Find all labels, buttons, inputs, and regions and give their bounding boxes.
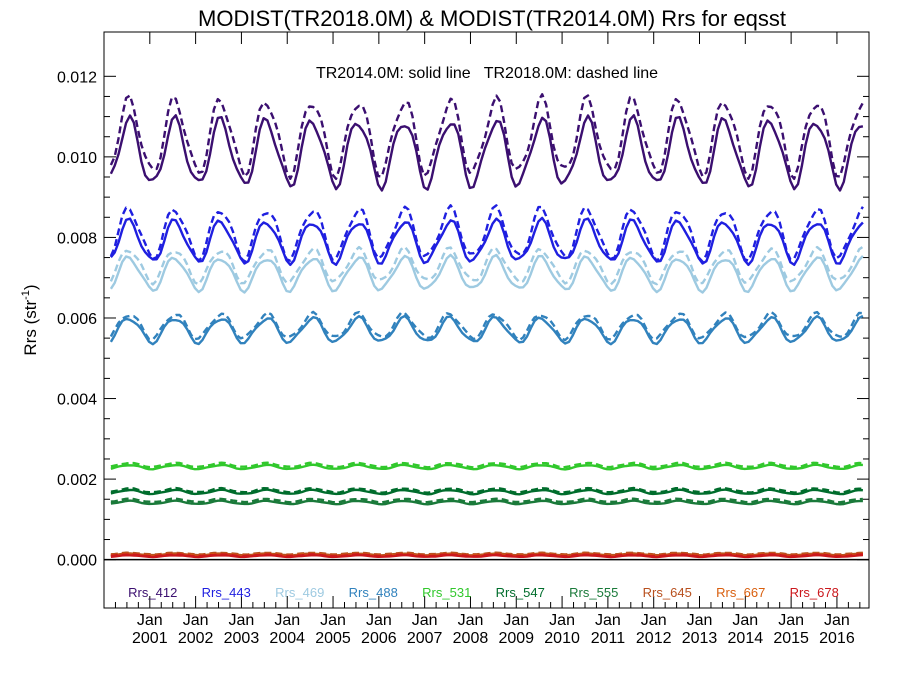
x-tick-month-label: Jan <box>366 612 392 629</box>
series-line-rrs_469-solid <box>109 253 864 294</box>
series-line-rrs_531-dashed <box>110 461 863 469</box>
x-tick-year-label: 2001 <box>132 630 168 647</box>
chart-subtitle: TR2014.0M: solid line TR2018.0M: dashed … <box>316 65 658 82</box>
x-tick-year-label: 2007 <box>407 630 443 647</box>
x-tick-year-label: 2016 <box>819 630 855 647</box>
series-line-rrs_488-solid <box>109 314 864 346</box>
y-tick-label: 0.000 <box>57 553 97 570</box>
y-ticks: 0.000 0.002 0.004 0.006 0.008 0.010 0.012 <box>57 69 869 570</box>
series-line-rrs_443-solid <box>109 216 864 266</box>
legend-item-rrs_678: Rrs_678 <box>790 585 839 600</box>
legend-item-rrs_443: Rrs_443 <box>202 585 251 600</box>
x-ticks: Jan2001Jan2002Jan2003Jan2004Jan2005Jan20… <box>114 32 861 647</box>
legend-item-rrs_469: Rrs_469 <box>275 585 324 600</box>
y-tick-label: 0.004 <box>57 392 97 409</box>
x-tick-month-label: Jan <box>229 612 255 629</box>
y-tick-label: 0.008 <box>57 230 97 247</box>
y-tick-label: 0.012 <box>57 69 97 86</box>
x-tick-month-label: Jan <box>732 612 758 629</box>
series-line-rrs_555-solid <box>110 499 863 506</box>
x-tick-year-label: 2015 <box>773 630 809 647</box>
series-line-rrs_469-dashed <box>109 245 864 286</box>
y-axis-label: Rrs (str-1) <box>20 284 40 355</box>
x-tick-year-label: 2004 <box>269 630 305 647</box>
x-tick-year-label: 2002 <box>178 630 214 647</box>
series-line-rrs_547-dashed <box>110 486 863 494</box>
y-axis-label-main: Rrs (str <box>21 300 40 356</box>
x-tick-month-label: Jan <box>412 612 438 629</box>
x-tick-year-label: 2005 <box>315 630 351 647</box>
legend-item-rrs_547: Rrs_547 <box>496 585 545 600</box>
x-tick-year-label: 2003 <box>224 630 260 647</box>
legend: Rrs_412 Rrs_443 Rrs_469 Rrs_488 Rrs_531 Rrs_5… <box>128 585 839 600</box>
x-tick-year-label: 2010 <box>544 630 580 647</box>
series-line-rrs_412-solid <box>109 114 864 192</box>
legend-item-rrs_555: Rrs_555 <box>569 585 618 600</box>
x-tick-month-label: Jan <box>824 612 850 629</box>
y-tick-label: 0.002 <box>57 472 97 489</box>
x-tick-year-label: 2012 <box>636 630 672 647</box>
svg-text:Rrs (str-1): Rrs (str-1) <box>20 284 40 355</box>
legend-item-rrs_412: Rrs_412 <box>128 585 177 600</box>
x-tick-month-label: Jan <box>183 612 209 629</box>
x-tick-month-label: Jan <box>595 612 621 629</box>
legend-item-rrs_667: Rrs_667 <box>716 585 765 600</box>
y-axis-label-sup: -1 <box>20 290 32 300</box>
x-tick-month-label: Jan <box>549 612 575 629</box>
x-tick-year-label: 2006 <box>361 630 397 647</box>
series-line-rrs_547-solid <box>110 488 863 496</box>
series-line-rrs_531-solid <box>110 463 863 471</box>
x-tick-month-label: Jan <box>503 612 529 629</box>
series-line-rrs_555-dashed <box>110 497 863 504</box>
series-line-rrs_412-dashed <box>109 93 864 181</box>
legend-item-rrs_488: Rrs_488 <box>349 585 398 600</box>
series-line-rrs_443-dashed <box>109 204 864 263</box>
x-tick-month-label: Jan <box>687 612 713 629</box>
x-tick-year-label: 2008 <box>453 630 489 647</box>
x-tick-year-label: 2014 <box>728 630 764 647</box>
y-tick-label: 0.006 <box>57 311 97 328</box>
legend-item-rrs_645: Rrs_645 <box>643 585 692 600</box>
chart-title: MODIST(TR2018.0M) & MODIST(TR2014.0M) Rr… <box>198 6 786 31</box>
series-line-rrs_678-dashed <box>110 553 863 558</box>
x-tick-year-label: 2011 <box>591 630 626 647</box>
x-tick-month-label: Jan <box>137 612 163 629</box>
x-tick-month-label: Jan <box>320 612 346 629</box>
x-tick-month-label: Jan <box>458 612 484 629</box>
legend-item-rrs_531: Rrs_531 <box>422 585 471 600</box>
x-tick-month-label: Jan <box>274 612 300 629</box>
x-tick-year-label: 2009 <box>498 630 534 647</box>
x-tick-month-label: Jan <box>641 612 667 629</box>
series-lines <box>109 93 864 559</box>
plot-frame <box>103 31 870 609</box>
y-axis-label-close: ) <box>21 284 40 290</box>
x-tick-year-label: 2013 <box>682 630 718 647</box>
y-tick-label: 0.010 <box>57 150 97 167</box>
series-line-rrs_488-dashed <box>109 310 863 342</box>
x-tick-month-label: Jan <box>778 612 804 629</box>
